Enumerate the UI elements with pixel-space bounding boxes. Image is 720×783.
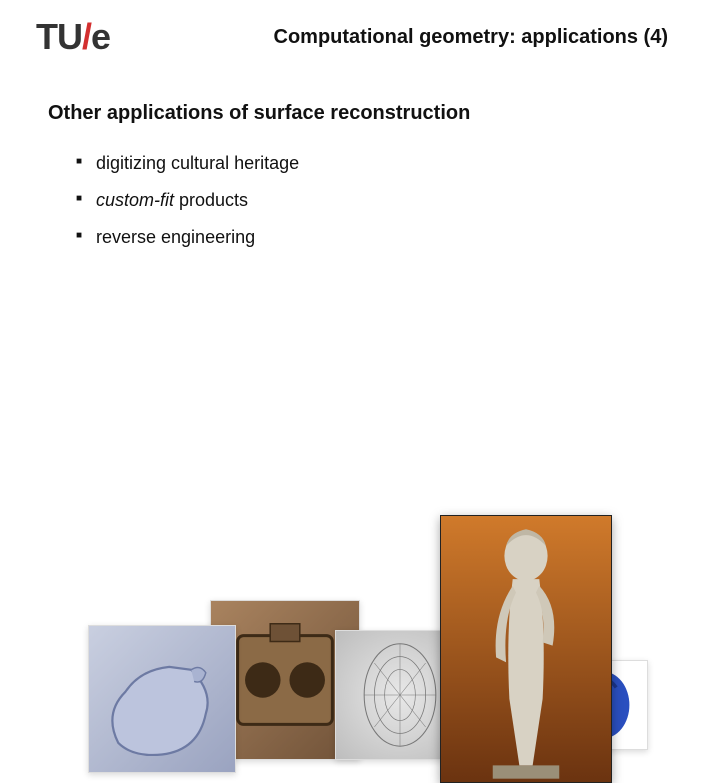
- bullet-rest: products: [174, 190, 248, 210]
- bullet-item: reverse engineering: [76, 227, 672, 248]
- slide-title: Computational geometry: applications (4): [110, 26, 672, 49]
- image-gallery: [0, 300, 720, 500]
- bullet-item: custom-fit products: [76, 190, 672, 211]
- logo-slash: /: [82, 16, 91, 57]
- logo: TU/e: [36, 16, 110, 58]
- bullet-list: digitizing cultural heritage custom-fit …: [0, 125, 720, 248]
- bullet-text: reverse engineering: [96, 227, 255, 247]
- logo-e: e: [91, 16, 110, 57]
- bullet-italic: custom-fit: [96, 190, 174, 210]
- image-david-statue: [440, 515, 612, 783]
- image-foot-mesh: [88, 625, 236, 773]
- section-heading: Other applications of surface reconstruc…: [0, 58, 720, 125]
- bullet-text: digitizing cultural heritage: [96, 153, 299, 173]
- bullet-item: digitizing cultural heritage: [76, 153, 672, 174]
- logo-tu: TU: [36, 16, 82, 57]
